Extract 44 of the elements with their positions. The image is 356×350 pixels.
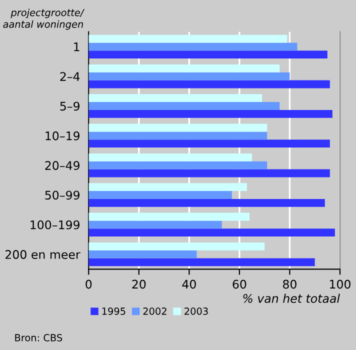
y-tick-label: 5–9: [60, 102, 80, 111]
x-tick-label: 40: [182, 280, 196, 289]
x-tick-label: 20: [132, 280, 146, 289]
bar: [88, 110, 332, 118]
bar: [88, 140, 330, 148]
bar: [88, 34, 288, 43]
bar: [88, 183, 247, 192]
bar: [88, 124, 268, 132]
bar: [88, 250, 197, 258]
bar: [88, 153, 252, 162]
bar: [88, 242, 265, 250]
y-axis-title: projectgrootte/ aantal woningen: [3, 8, 85, 30]
y-tick-label: 100–199: [30, 220, 80, 230]
x-tick-label: 80: [283, 280, 296, 289]
bar: [88, 191, 232, 199]
x-axis-title: % van het totaal: [243, 294, 340, 303]
bar: [88, 64, 280, 72]
bar: [88, 228, 335, 237]
bar: [88, 198, 325, 207]
bar: [88, 161, 268, 170]
y-tick-label: 1: [74, 42, 80, 52]
x-tick-label: 100: [330, 280, 350, 289]
y-tick-label: 200 en meer: [6, 250, 80, 259]
bar: [88, 132, 268, 140]
legend-label: 1995: [102, 308, 126, 315]
legend-label: 2003: [184, 308, 208, 315]
y-tick-label: 2–4: [60, 72, 80, 81]
y-tick-label: 10–19: [46, 131, 80, 140]
y-tick-label: 20–49: [45, 161, 80, 170]
bar: [88, 169, 330, 178]
y-tick-label: 50–99: [45, 190, 80, 200]
bar: [88, 42, 298, 51]
bar: [88, 258, 315, 266]
x-tick-label: 0: [86, 280, 92, 289]
x-tick-label: 60: [232, 280, 246, 289]
bar: [88, 94, 262, 102]
bar: [88, 80, 330, 88]
bar: [88, 72, 290, 80]
bar: [88, 220, 222, 229]
bar: [88, 212, 250, 221]
bar: [88, 50, 328, 59]
legend-label: 2002: [143, 308, 166, 315]
text: Bron: CBS: [15, 334, 62, 342]
bar: [88, 102, 280, 110]
